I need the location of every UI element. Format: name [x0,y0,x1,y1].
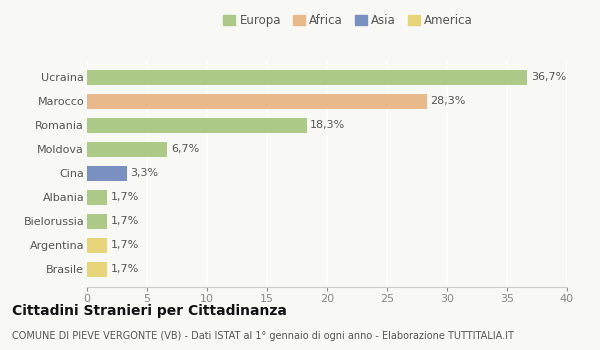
Bar [87,118,307,133]
Bar [87,166,127,181]
Text: 36,7%: 36,7% [531,72,566,82]
Bar [87,238,107,253]
Text: 1,7%: 1,7% [111,240,139,250]
Legend: Europa, Africa, Asia, America: Europa, Africa, Asia, America [218,9,478,32]
Text: Cittadini Stranieri per Cittadinanza: Cittadini Stranieri per Cittadinanza [12,304,287,318]
Bar [87,262,107,276]
Text: 18,3%: 18,3% [310,120,346,130]
Text: 3,3%: 3,3% [130,168,158,178]
Text: 1,7%: 1,7% [111,264,139,274]
Bar [87,94,427,109]
Text: 1,7%: 1,7% [111,216,139,226]
Bar [87,142,167,157]
Bar [87,190,107,205]
Text: 28,3%: 28,3% [430,96,466,106]
Text: COMUNE DI PIEVE VERGONTE (VB) - Dati ISTAT al 1° gennaio di ogni anno - Elaboraz: COMUNE DI PIEVE VERGONTE (VB) - Dati IST… [12,331,514,341]
Bar [87,70,527,85]
Text: 6,7%: 6,7% [171,144,199,154]
Bar [87,214,107,229]
Text: 1,7%: 1,7% [111,192,139,202]
